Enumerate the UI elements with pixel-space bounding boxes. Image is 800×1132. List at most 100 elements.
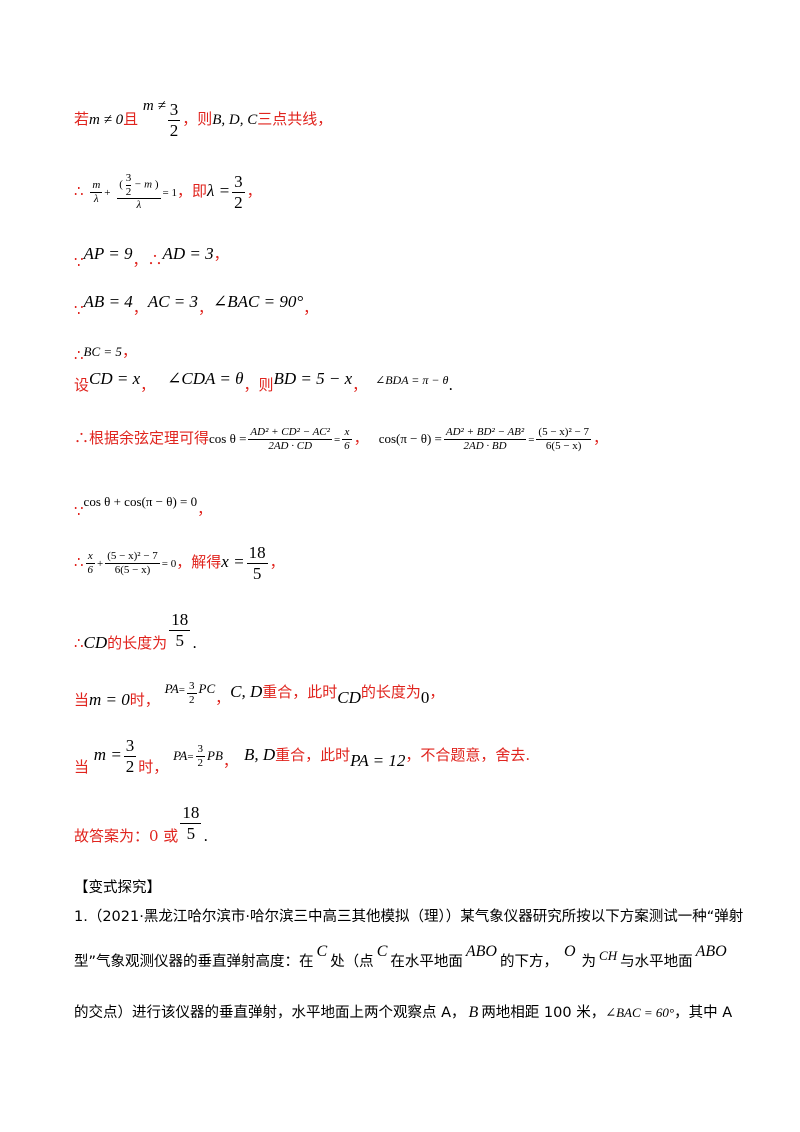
period: . xyxy=(448,376,454,394)
therefore-symbol: ∴ xyxy=(74,634,84,653)
comma: ， xyxy=(269,553,285,572)
math-lambda-eq: λ = xyxy=(206,181,231,201)
because-symbol: ∵ xyxy=(74,301,84,319)
text-shi: 时， xyxy=(129,691,160,710)
line-triangle-sides: ∵AB = 4，AC = 3，∠BAC = 90°， xyxy=(74,291,318,319)
fraction-18-over-5: 18 5 xyxy=(169,610,191,650)
math-ac: AC = 3 xyxy=(147,292,199,311)
line-case-m-zero: 当m = 0时， PA= 3 2 PC，C, D重合，此时CD的长度为0， xyxy=(74,680,445,710)
math-o: O xyxy=(563,943,576,960)
math-pa-12: PA = 12 xyxy=(350,751,406,771)
comma: ， xyxy=(197,500,213,518)
comma: ， xyxy=(303,299,319,317)
line-set-variables: 设CD = x， ∠CDA = θ，则BD = 5 − x， ∠BDA = π − … xyxy=(74,368,453,394)
text-dang: 当 xyxy=(74,758,90,777)
line-collinear: 若m ≠ 0且 m ≠ 3 2 ，则B, D, C三点共线， xyxy=(74,98,332,140)
math-ap: AP = 9 xyxy=(83,244,133,263)
math-vector-pb: PB xyxy=(207,748,223,764)
because-symbol: ∵ xyxy=(74,253,84,271)
equals-zero: = 0 xyxy=(161,558,177,571)
text-final-answer: 故答案为：0 或 xyxy=(74,827,179,846)
math-cd: CD xyxy=(83,633,108,653)
comma: ， xyxy=(198,299,214,317)
problem-line-1: 1.（2021·黑龙江哈尔滨市·哈尔滨三中高三其他模拟（理））某气象仪器研究所按… xyxy=(74,909,744,925)
math-angle-bac: ∠BAC = 60° xyxy=(605,1005,675,1020)
line-cosine-law: ∴根据余弦定理可得cos θ = AD² + CD² − AC² 2AD · CD =… xyxy=(74,426,608,452)
fraction-bd-expr: (5 − x)² − 7 6(5 − x) xyxy=(105,549,160,576)
math-vector-pa: PA xyxy=(173,748,188,764)
problem-text: 与水平地面 xyxy=(620,954,693,970)
math-b: B xyxy=(468,1004,479,1021)
problem-line-2: 型”气象观测仪器的垂直弹射高度：在C处（点C在水平地面ABO的下方，O为 CH 与水… xyxy=(74,943,730,971)
math-angle-bda: ∠BDA = π − θ xyxy=(375,373,449,387)
comma: ， xyxy=(222,752,238,771)
text-then: ，则 xyxy=(182,110,213,129)
math-cos-theta: cos θ = xyxy=(209,431,247,447)
comma: ， xyxy=(246,182,262,201)
text-coincide: 重合，此时 xyxy=(275,746,351,765)
math-vector-pc: PC xyxy=(198,681,216,697)
comma: ， xyxy=(213,245,229,263)
period: . xyxy=(203,827,209,846)
problem-text: 型”气象观测仪器的垂直弹射高度：在 xyxy=(74,954,314,970)
math-ch: CH xyxy=(599,948,618,963)
problem-text: ，其中 A xyxy=(674,1005,733,1021)
math-vector-pa: PA xyxy=(164,681,179,697)
comma: ， xyxy=(121,342,137,360)
math-c: C xyxy=(316,943,328,960)
plus-sign: + xyxy=(104,187,111,200)
problem-text: 的下方， xyxy=(499,954,558,970)
line-ap-ad: ∵AP = 9，∴AD = 3， xyxy=(74,243,229,271)
text-length-is: 的长度为 xyxy=(360,683,421,702)
math-m-eq: m = xyxy=(93,745,122,765)
fraction-cos-theta: AD² + CD² − AC² 2AD · CD xyxy=(248,426,332,452)
text-cosine-law: ∴根据余弦定理可得 xyxy=(74,429,210,448)
math-angle-bac: ∠BAC = 90° xyxy=(213,292,304,311)
therefore-symbol: ∴ xyxy=(74,346,84,364)
fraction-bd-expr: (5 − x)² − 7 6(5 − x) xyxy=(536,426,591,452)
comma: ， xyxy=(592,429,608,448)
math-m-ne: m ≠ xyxy=(142,98,166,115)
period: . xyxy=(192,634,197,653)
problem-text: 的交点）进行该仪器的垂直弹射，水平地面上两个观察点 A， xyxy=(74,1005,466,1021)
text-she: 设 xyxy=(74,376,90,394)
math-cos-sum: cos θ + cos(π − θ) = 0 xyxy=(83,494,198,509)
section-title: 【变式探究】 xyxy=(74,880,161,896)
fraction-cos-pi: AD² + BD² − AB² 2AD · BD xyxy=(443,426,527,452)
math-ad: AD = 3 xyxy=(162,244,214,263)
problem-text: 在水平地面 xyxy=(390,954,463,970)
comma: ， xyxy=(243,376,259,394)
comma: ， xyxy=(429,683,445,702)
text-jiede: ，解得 xyxy=(176,553,222,572)
math-abo: ABO xyxy=(695,943,727,960)
text-ji: ，即 xyxy=(176,182,207,201)
comma: ， xyxy=(215,689,231,708)
comma: ， xyxy=(353,429,369,448)
text-dang: 当 xyxy=(74,691,90,710)
equals: = xyxy=(178,684,185,697)
comma: ， xyxy=(132,299,148,317)
math-bd: BD = 5 − x xyxy=(273,369,353,388)
problem-text: 为 xyxy=(581,954,597,970)
equals-one: = 1 xyxy=(162,187,177,200)
problem-text: 处（点 xyxy=(330,954,374,970)
text-length-is: 的长度为 xyxy=(107,634,168,653)
math-cos-pi-minus-theta: cos(π − θ) = xyxy=(378,431,442,447)
math-c: C xyxy=(376,943,388,960)
text-coincide: 重合，此时 xyxy=(262,683,338,702)
math-cd-eq-x: CD = x xyxy=(89,369,141,388)
math-ab: AB = 4 xyxy=(83,292,133,311)
math-m-ne-0: m ≠ 0 xyxy=(89,112,124,129)
fraction-18-over-5: 18 5 xyxy=(246,543,268,583)
math-bd-pair: B, D xyxy=(243,745,276,765)
math-x-eq: x = xyxy=(221,552,245,572)
therefore-symbol: ∴ xyxy=(74,553,84,572)
